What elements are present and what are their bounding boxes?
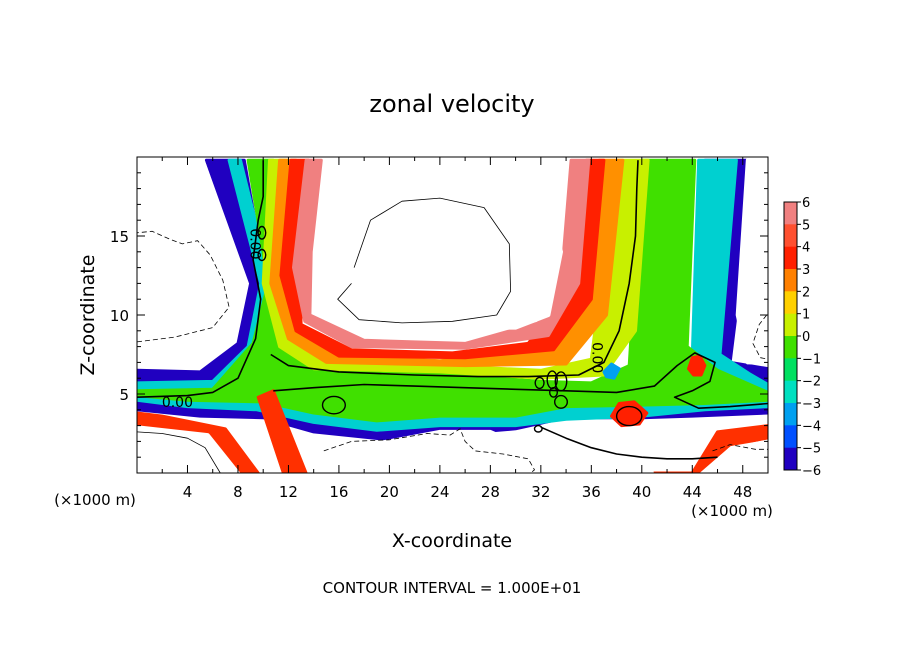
colorbar-label: −4 (802, 419, 821, 434)
band-blue-cell-x38 (602, 362, 621, 380)
colorbar-label: 6 (802, 196, 810, 211)
colorbar-swatch (784, 313, 797, 337)
colorbar-swatch (784, 291, 797, 315)
x-tick-label: 24 (430, 483, 449, 501)
x-tick-label: 12 (279, 483, 298, 501)
colorbar-label: 5 (802, 218, 810, 233)
contour-label-layer: 0.00 0.00 0.00 (162, 228, 605, 411)
contour-zero-ring-8 (533, 424, 543, 433)
contour-label-2: 0.00 (247, 228, 263, 259)
contour-negative-contour-bottom (323, 428, 535, 473)
contour-zero-contour-main (137, 160, 265, 398)
contour-label-text: 0.00 (247, 228, 263, 259)
y-axis-label: Z-coordinate (77, 255, 99, 376)
band-pink-layer (292, 158, 591, 350)
y-tick-label: 15 (110, 228, 129, 246)
y-axis: 5 10 15 (110, 172, 768, 458)
contour-line-layer (137, 160, 768, 473)
white-right-edge-white (735, 158, 768, 365)
band-southeast-red-diagonal (652, 424, 768, 473)
colorbar-swatch (784, 246, 797, 270)
contour-zero-ring-9 (257, 248, 267, 262)
white-core-layer (137, 158, 768, 473)
colorbar-swatch (784, 447, 797, 471)
x-axis: 4 8 12 16 20 24 28 32 36 40 44 48 (161, 157, 752, 501)
contour-negative-contour-upper-left (137, 230, 230, 343)
colorbar-label: −2 (802, 375, 821, 390)
x-tick-label: 44 (683, 483, 702, 501)
colorbar-swatch (784, 269, 797, 292)
x-tick-label: 16 (329, 483, 348, 501)
contour-label-text: 0.00 (589, 342, 605, 373)
white-lower-right-white (705, 439, 768, 473)
colorbar-swatch (784, 425, 797, 449)
band-south-central-red-diagonal (256, 389, 308, 473)
contour-label-3: 0.00 (589, 342, 605, 373)
x-tick-label: 4 (183, 483, 193, 501)
contour-zero-ring-7 (615, 405, 643, 427)
white-upper-left-white (137, 158, 245, 365)
contour-positive-contour-upper (337, 197, 512, 324)
x-unit-left: (×1000 m) (54, 491, 136, 509)
contour-zero-ring-4 (554, 371, 568, 392)
colorbar-swatch (784, 202, 797, 225)
colorbar-label: −6 (802, 464, 821, 479)
x-axis-label: X-coordinate (392, 530, 512, 552)
contour-zero-ring-10 (257, 225, 267, 240)
x-tick-label: 28 (481, 483, 500, 501)
x-tick-label: 40 (632, 483, 651, 501)
colorbar-label: 1 (802, 308, 810, 323)
x-tick-label: 32 (531, 483, 550, 501)
contour-zero-contour-southern (273, 352, 768, 410)
contour-zero-ring-5 (554, 394, 569, 409)
contour-zero-ring-1 (321, 395, 346, 415)
colorbar-label: −5 (802, 442, 821, 457)
white-lower-left-white (137, 425, 240, 473)
colorbar-swatch (784, 336, 797, 359)
contour-zero-contour-lower (270, 160, 639, 378)
colorbar-label: 0 (802, 330, 810, 345)
color-fill-layer (137, 158, 768, 473)
x-tick-label: 36 (582, 483, 601, 501)
colorbar-swatch (784, 403, 797, 426)
contour-dashed-contour-bottom-right (712, 444, 768, 452)
x-unit-right: (×1000 m) (691, 502, 773, 520)
colorbar-label: 3 (802, 263, 810, 278)
colorbar-label: −1 (802, 352, 821, 367)
colorbar-label: −3 (802, 397, 821, 412)
x-tick-label: 8 (233, 483, 243, 501)
x-tick-label: 20 (380, 483, 399, 501)
contour-label-1: 0.00 (162, 395, 193, 411)
chart-title: zonal velocity (369, 90, 534, 118)
contour-interval-footer: CONTOUR INTERVAL = 1.000E+01 (323, 579, 582, 597)
colorbar-swatch (784, 380, 797, 404)
y-tick-label: 5 (119, 386, 129, 404)
colorbar-label: 2 (802, 285, 810, 300)
colorbar-label: 4 (802, 241, 810, 256)
colorbar-swatch (784, 358, 797, 382)
y-tick-label: 10 (110, 307, 129, 325)
contour-positive-contour-bottom-left (137, 431, 221, 473)
contour-dashed-contour-right-edge (752, 314, 768, 360)
band-red-vortex-x39 (610, 400, 649, 428)
colorbar: 6 5 4 3 2 1 0 −1 −2 −3 −4 −5 −6 (783, 196, 821, 479)
contour-zero-ring-6 (549, 386, 559, 398)
colorbar-swatch (784, 224, 797, 248)
white-upper-central-white (320, 158, 563, 330)
white-lower-center-white (316, 429, 654, 473)
contour-zero-ring-2 (534, 376, 545, 390)
contour-label-text: 0.00 (162, 395, 193, 411)
contour-zero-contour-bottom (540, 426, 718, 460)
x-tick-label: 48 (733, 483, 752, 501)
band-red-vortex-x44 (687, 354, 707, 377)
